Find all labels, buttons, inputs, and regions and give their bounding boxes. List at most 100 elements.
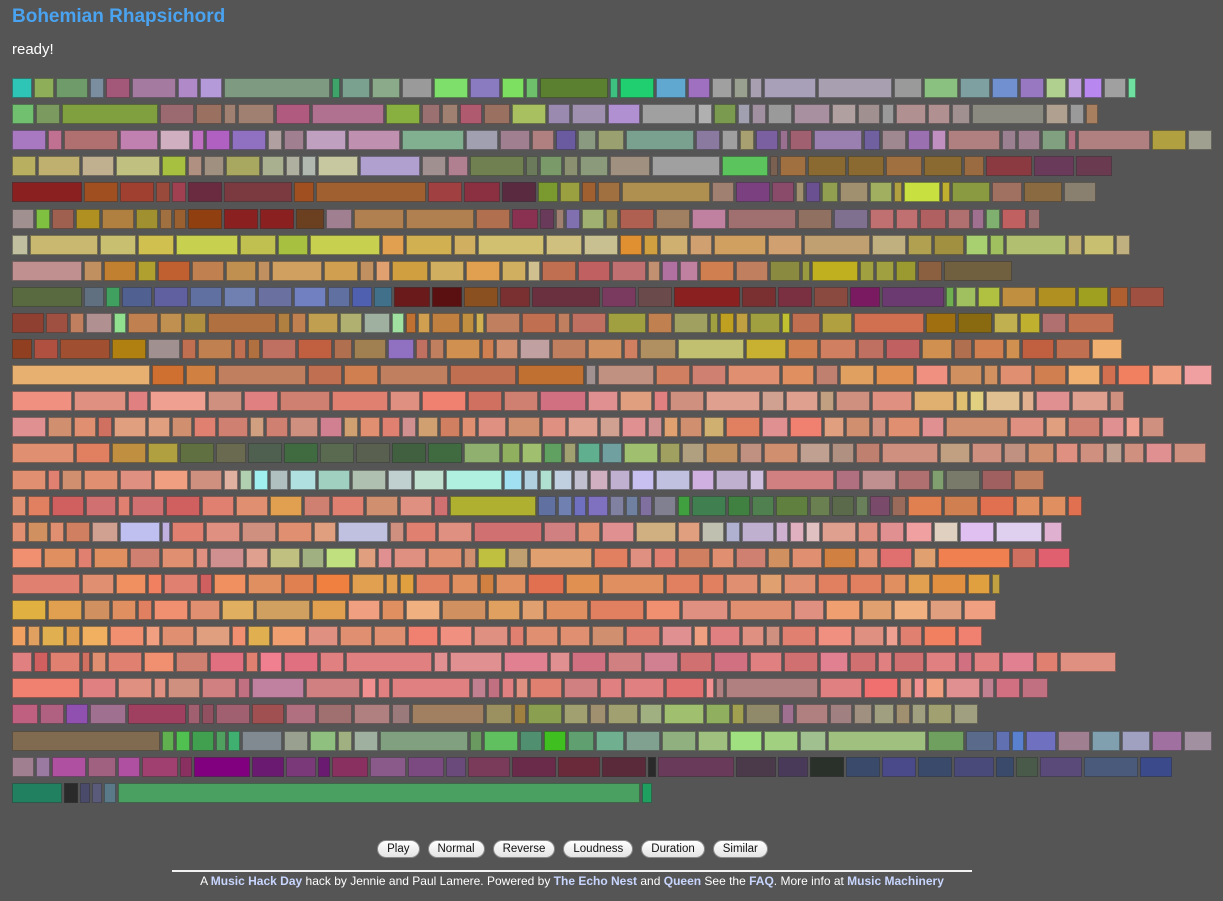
segment-block[interactable] <box>152 365 184 385</box>
segment-block[interactable] <box>12 339 32 359</box>
segment-block[interactable] <box>76 443 110 463</box>
segment-block[interactable] <box>258 287 292 307</box>
segment-block[interactable] <box>610 78 618 98</box>
segment-block[interactable] <box>50 522 64 542</box>
segment-block[interactable] <box>974 652 1000 672</box>
duration-button[interactable]: Duration <box>641 840 705 858</box>
segment-block[interactable] <box>1084 78 1102 98</box>
segment-block[interactable] <box>216 704 250 724</box>
segment-block[interactable] <box>318 757 330 777</box>
segment-block[interactable] <box>66 626 80 646</box>
segment-block[interactable] <box>358 548 376 568</box>
segment-block[interactable] <box>822 313 852 333</box>
segment-block[interactable] <box>112 339 146 359</box>
segment-block[interactable] <box>924 156 962 176</box>
segment-block[interactable] <box>608 313 646 333</box>
segment-block[interactable] <box>342 78 370 98</box>
segment-block[interactable] <box>740 443 762 463</box>
segment-block[interactable] <box>960 522 994 542</box>
segment-block[interactable] <box>1084 235 1114 255</box>
segment-block[interactable] <box>918 261 942 281</box>
segment-block[interactable] <box>944 496 978 516</box>
segment-block[interactable] <box>1006 235 1066 255</box>
segment-block[interactable] <box>442 104 458 124</box>
segment-block[interactable] <box>526 626 558 646</box>
segment-block[interactable] <box>116 574 146 594</box>
segment-block[interactable] <box>252 757 284 777</box>
segment-block[interactable] <box>250 417 264 437</box>
segment-block[interactable] <box>374 287 392 307</box>
segment-block[interactable] <box>740 130 754 150</box>
segment-block[interactable] <box>176 652 208 672</box>
segment-block[interactable] <box>12 496 26 516</box>
segment-block[interactable] <box>38 156 80 176</box>
segment-block[interactable] <box>434 652 448 672</box>
segment-block[interactable] <box>792 548 822 568</box>
segment-block[interactable] <box>452 574 478 594</box>
segment-block[interactable] <box>280 391 330 411</box>
segment-block[interactable] <box>62 104 158 124</box>
segment-block[interactable] <box>154 287 188 307</box>
segment-block[interactable] <box>652 156 720 176</box>
segment-block[interactable] <box>1146 443 1172 463</box>
segment-block[interactable] <box>736 757 776 777</box>
segment-block[interactable] <box>1188 130 1212 150</box>
segment-block[interactable] <box>188 704 200 724</box>
segment-block[interactable] <box>596 731 624 751</box>
segment-block[interactable] <box>180 757 192 777</box>
segment-block[interactable] <box>1002 130 1016 150</box>
segment-block[interactable] <box>626 130 694 150</box>
segment-block[interactable] <box>542 261 576 281</box>
segment-block[interactable] <box>746 339 786 359</box>
segment-block[interactable] <box>528 261 540 281</box>
segment-block[interactable] <box>716 678 724 698</box>
segment-block[interactable] <box>84 287 104 307</box>
segment-block[interactable] <box>726 574 758 594</box>
segment-block[interactable] <box>894 78 922 98</box>
segment-block[interactable] <box>590 470 608 490</box>
segment-block[interactable] <box>34 652 48 672</box>
segment-block[interactable] <box>484 104 510 124</box>
segment-block[interactable] <box>896 104 926 124</box>
segment-block[interactable] <box>240 470 252 490</box>
segment-block[interactable] <box>450 652 502 672</box>
segment-block[interactable] <box>356 443 390 463</box>
segment-block[interactable] <box>946 417 1008 437</box>
segment-block[interactable] <box>934 522 958 542</box>
segment-block[interactable] <box>948 209 970 229</box>
segment-block[interactable] <box>1016 757 1038 777</box>
segment-block[interactable] <box>376 261 390 281</box>
segment-block[interactable] <box>1068 313 1114 333</box>
segment-block[interactable] <box>622 182 710 202</box>
segment-block[interactable] <box>656 365 690 385</box>
segment-block[interactable] <box>1152 731 1182 751</box>
segment-block[interactable] <box>112 443 146 463</box>
segment-block[interactable] <box>468 391 502 411</box>
segment-block[interactable] <box>328 287 350 307</box>
segment-block[interactable] <box>746 704 780 724</box>
segment-block[interactable] <box>276 104 310 124</box>
segment-block[interactable] <box>348 600 380 620</box>
segment-block[interactable] <box>926 678 944 698</box>
segment-block[interactable] <box>382 600 404 620</box>
segment-block[interactable] <box>660 443 680 463</box>
segment-block[interactable] <box>1042 496 1066 516</box>
segment-block[interactable] <box>586 365 596 385</box>
segment-block[interactable] <box>206 130 230 150</box>
segment-block[interactable] <box>552 339 586 359</box>
segment-block[interactable] <box>538 496 556 516</box>
segment-block[interactable] <box>1028 209 1040 229</box>
segment-block[interactable] <box>750 470 764 490</box>
segment-block[interactable] <box>316 574 350 594</box>
segment-block[interactable] <box>946 470 980 490</box>
segment-block[interactable] <box>122 287 152 307</box>
segment-block[interactable] <box>640 704 662 724</box>
segment-block[interactable] <box>242 522 276 542</box>
segment-block[interactable] <box>606 209 618 229</box>
segment-block[interactable] <box>12 731 160 751</box>
segment-block[interactable] <box>166 496 200 516</box>
segment-block[interactable] <box>626 626 660 646</box>
segment-block[interactable] <box>592 626 624 646</box>
segment-block[interactable] <box>798 209 832 229</box>
segment-block[interactable] <box>82 652 90 672</box>
